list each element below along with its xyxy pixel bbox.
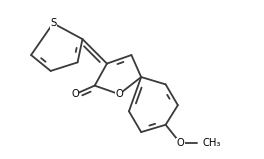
Text: S: S: [50, 18, 56, 28]
Text: O: O: [176, 138, 184, 148]
Text: O: O: [71, 89, 79, 99]
Text: CH₃: CH₃: [202, 138, 221, 148]
Text: O: O: [115, 89, 123, 99]
